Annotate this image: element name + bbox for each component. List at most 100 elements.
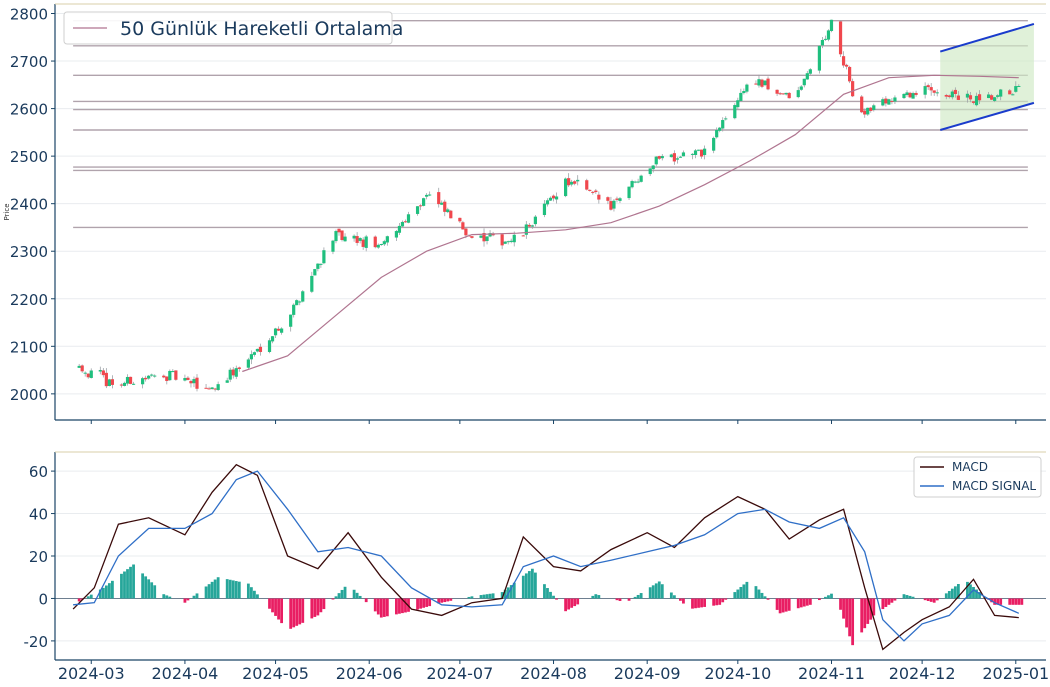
macd-histogram-bar xyxy=(313,598,317,617)
macd-histogram-bar xyxy=(926,598,930,601)
macd-histogram-bar xyxy=(86,596,90,599)
macd-histogram-bar xyxy=(570,598,574,608)
xtick-label: 2024-11 xyxy=(798,664,865,683)
candle-body xyxy=(848,66,852,82)
candle-body xyxy=(760,79,764,87)
macd-histogram-bar xyxy=(654,583,658,599)
candle-body xyxy=(422,198,426,206)
candle-body xyxy=(83,372,87,374)
macd-histogram-bar xyxy=(733,592,737,599)
candle-body xyxy=(953,89,957,94)
candle-body xyxy=(908,92,912,98)
macd-histogram-bar xyxy=(839,598,842,610)
macd-histogram-bar xyxy=(331,598,335,600)
macd-panel: -20 0 20 40 60 2024-03 2024-04 2024-05 2024-06 20… xyxy=(24,451,1049,683)
candle-body xyxy=(204,387,208,389)
macd-histogram-bar xyxy=(905,595,909,599)
candle-body xyxy=(1017,85,1021,87)
candle-body xyxy=(358,238,362,241)
candle-body xyxy=(884,98,888,104)
candle-body xyxy=(289,314,293,327)
macd-histogram-bar xyxy=(546,588,549,599)
macd-histogram-bar xyxy=(639,593,643,599)
candle-body xyxy=(343,236,347,242)
macd-histogram-bar xyxy=(107,583,111,599)
candle-body xyxy=(606,197,610,201)
macd-histogram-bar xyxy=(999,598,1003,605)
candle-body xyxy=(554,196,559,200)
macd-histogram-bar xyxy=(301,598,305,623)
candle-body xyxy=(168,370,172,381)
macd-histogram-bar xyxy=(802,598,806,607)
macd-histogram-bar xyxy=(884,598,888,607)
macd-histogram-bar xyxy=(340,589,344,599)
macd-histogram-bar xyxy=(775,598,779,610)
macd-histogram-bar xyxy=(355,592,359,599)
candle-body xyxy=(425,194,429,197)
xtick-label: 2024-08 xyxy=(520,664,587,683)
macd-histogram-bar xyxy=(195,593,199,599)
candle-body xyxy=(246,359,250,368)
macd-histogram-bar xyxy=(679,598,682,601)
macd-histogram-bar xyxy=(697,598,700,608)
macd-histogram-bar xyxy=(932,598,936,603)
candle-body xyxy=(394,231,399,238)
macd-histogram-bar xyxy=(935,598,939,601)
candle-body xyxy=(545,200,550,205)
candle-body xyxy=(428,194,432,196)
candle-body xyxy=(675,158,679,160)
candle-body xyxy=(657,156,661,159)
candle-body xyxy=(228,369,232,380)
candle-body xyxy=(101,370,105,376)
macd-histogram-bar xyxy=(530,568,534,599)
candle-body xyxy=(838,21,843,55)
macd-histogram-bar xyxy=(863,598,867,629)
candle-body xyxy=(651,165,655,170)
macd-histogram-bar xyxy=(966,581,969,599)
macd-histogram-bar xyxy=(192,595,196,599)
candle-body xyxy=(340,230,344,240)
macd-histogram-bar xyxy=(830,593,833,599)
candle-body xyxy=(470,236,474,238)
candle-body xyxy=(669,154,673,158)
xtick-label: 2024-10 xyxy=(704,664,771,683)
candle-body xyxy=(86,373,90,378)
macd-histogram-bar xyxy=(352,589,356,599)
macd-histogram-bar xyxy=(440,598,444,603)
candle-body xyxy=(403,221,408,223)
candle-body xyxy=(823,38,828,40)
macd-histogram-bar xyxy=(627,598,631,601)
macd-histogram-bar xyxy=(1014,598,1018,605)
price-tick-label: 2600 xyxy=(10,101,48,119)
macd-histogram-bar xyxy=(944,593,948,599)
xtick-label: 2024-05 xyxy=(242,664,309,683)
candle-body xyxy=(784,92,788,95)
macd-histogram-bar xyxy=(503,589,507,599)
macd-histogram-bar xyxy=(231,580,235,599)
macd-histogram-bar xyxy=(975,589,978,599)
candle-body xyxy=(636,181,640,183)
candle-body xyxy=(660,156,664,159)
candle-body xyxy=(122,382,127,386)
candle-body xyxy=(974,95,979,106)
candle-body xyxy=(361,239,365,247)
candle-body xyxy=(591,191,595,193)
candle-body xyxy=(736,100,740,108)
macd-histogram-bar xyxy=(736,589,740,599)
price-panel: 2000 2100 2200 2300 2400 2500 2600 2700 2800 Pric… xyxy=(3,3,1046,424)
macd-histogram-bar xyxy=(422,598,426,608)
candle-body xyxy=(947,95,951,98)
macd-histogram-bar xyxy=(322,598,326,610)
candle-body xyxy=(207,388,211,390)
macd-tick-label: 20 xyxy=(29,548,48,566)
candle-body xyxy=(352,235,356,239)
candle-body xyxy=(376,244,380,248)
macd-histogram-bar xyxy=(866,598,870,624)
candle-body xyxy=(1008,90,1012,95)
macd-histogram-bar xyxy=(479,595,483,599)
macd-histogram-bar xyxy=(887,598,891,605)
macd-histogram-bar xyxy=(808,598,812,605)
candle-body xyxy=(567,178,571,186)
macd-histogram-bar xyxy=(567,598,571,610)
